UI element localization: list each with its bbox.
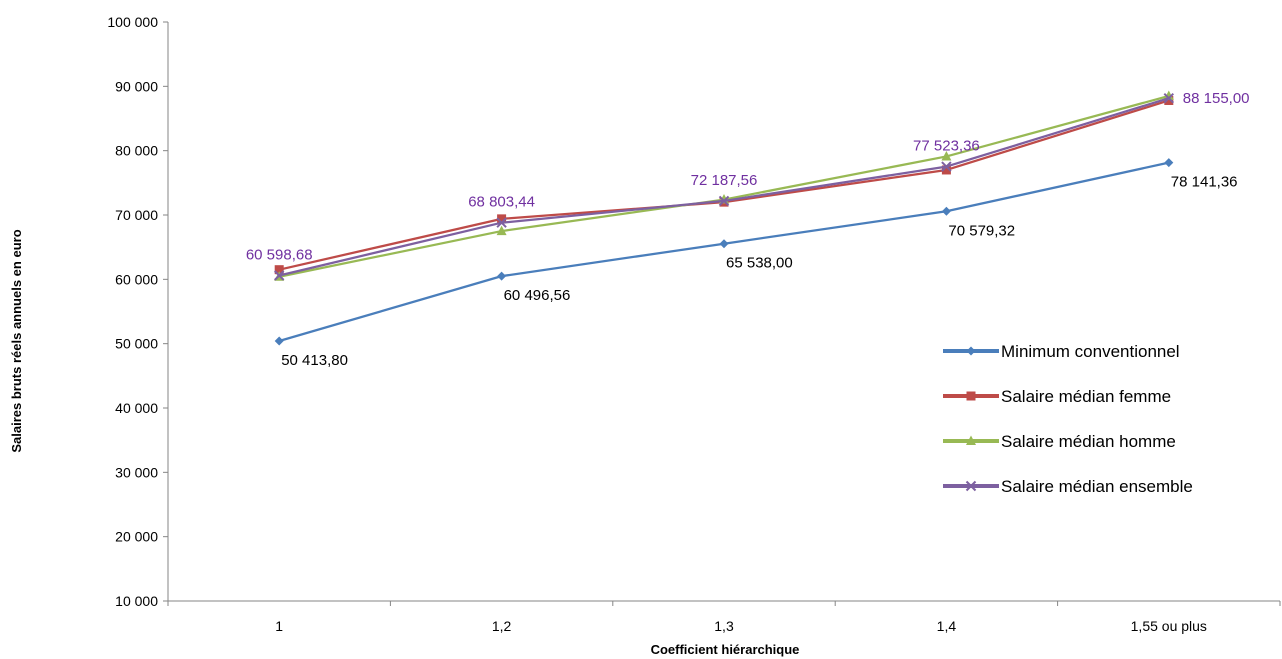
legend-item: Minimum conventionnel xyxy=(943,342,1180,361)
legend-marker xyxy=(965,480,977,492)
data-label: 60 496,56 xyxy=(504,287,571,304)
data-point xyxy=(941,165,951,175)
legend-label: Minimum conventionnel xyxy=(1001,342,1180,361)
data-point xyxy=(496,217,507,228)
x-tick-label: 1,2 xyxy=(492,618,512,634)
data-label: 60 598,68 xyxy=(246,246,313,263)
axes: 10 000 20 000 30 000 40 000 50 000 60 000 70 0… xyxy=(107,14,1281,634)
data-label: 65 538,00 xyxy=(726,255,793,272)
y-tick-label: 20 000 xyxy=(115,529,158,545)
legend-marker xyxy=(966,391,976,401)
y-tick-label: 90 000 xyxy=(115,78,158,94)
data-point xyxy=(718,195,730,207)
data-point xyxy=(497,214,507,224)
data-point xyxy=(496,225,507,236)
data-point xyxy=(941,161,952,172)
y-tick-label: 70 000 xyxy=(115,207,158,223)
x-tick-label: 1 xyxy=(275,618,283,634)
series-1 xyxy=(274,158,1174,346)
data-label: 78 141,36 xyxy=(1171,174,1238,191)
legend-label: Salaire médian ensemble xyxy=(1001,477,1193,496)
legend-item: Salaire médian homme xyxy=(943,432,1176,451)
x-tick-label: 1,55 ou plus xyxy=(1131,618,1207,634)
series-layer xyxy=(273,90,1175,346)
series-4 xyxy=(273,92,1175,281)
data-labels-layer: 50 413,80 60 496,56 65 538,00 70 579,32 78 1… xyxy=(246,90,1250,369)
legend-item: Salaire médian femme xyxy=(943,387,1171,406)
legend-item: Salaire médian ensemble xyxy=(943,477,1193,496)
series-line xyxy=(278,161,1170,343)
data-point xyxy=(1164,95,1174,105)
data-point xyxy=(1164,158,1174,168)
y-tick-label: 80 000 xyxy=(115,143,158,159)
data-point xyxy=(941,206,951,216)
legend-marker xyxy=(966,346,976,356)
data-point xyxy=(1163,90,1174,100)
legend-label: Salaire médian femme xyxy=(1001,387,1171,406)
data-label: 77 523,36 xyxy=(913,138,980,155)
y-tick-label: 60 000 xyxy=(115,271,158,287)
y-tick-label: 50 000 xyxy=(115,336,158,352)
legend-marker xyxy=(966,435,976,445)
data-label: 72 187,56 xyxy=(691,172,758,189)
y-tick-label: 30 000 xyxy=(115,464,158,480)
data-label: 68 803,44 xyxy=(468,194,535,211)
legend-label: Salaire médian homme xyxy=(1001,432,1176,451)
data-point xyxy=(274,336,284,346)
x-tick-label: 1,4 xyxy=(937,618,957,634)
x-tick-label: 1,3 xyxy=(714,618,734,634)
data-label: 70 579,32 xyxy=(948,222,1015,239)
data-point xyxy=(497,271,507,281)
data-point xyxy=(273,270,285,281)
y-tick-label: 10 000 xyxy=(115,593,158,609)
data-label: 88 155,00 xyxy=(1183,90,1250,107)
x-axis-title: Coefficient hiérarchique xyxy=(651,642,800,657)
y-tick-label: 100 000 xyxy=(107,14,158,30)
y-axis-title: Salaires bruts réels annuels en euro xyxy=(9,229,24,452)
legend: Minimum conventionnel Salaire médian femm… xyxy=(943,342,1193,496)
data-point xyxy=(719,239,729,249)
data-label: 50 413,80 xyxy=(281,352,348,369)
data-point xyxy=(1163,92,1175,104)
data-point xyxy=(274,265,284,275)
y-tick-label: 40 000 xyxy=(115,400,158,416)
data-point xyxy=(941,150,952,161)
